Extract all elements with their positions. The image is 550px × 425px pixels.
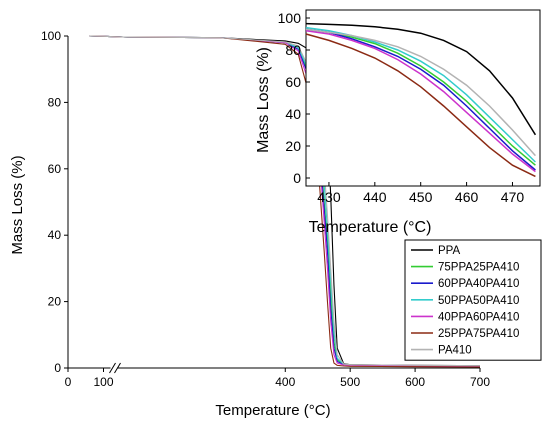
inset-y-tick-label: 60	[285, 74, 301, 90]
inset-x-axis-title: Temperature (°C)	[309, 219, 432, 236]
main-y-tick-label: 20	[48, 295, 62, 309]
legend-entry-label: 40PPA60PA410	[438, 311, 519, 323]
inset-series-line-PA410	[305, 28, 536, 157]
inset-y-tick-label: 40	[285, 106, 301, 122]
main-x-tick-label: 700	[470, 375, 490, 389]
main-x-tick-label: 0	[65, 375, 72, 389]
main-y-tick-label: 0	[54, 361, 61, 375]
inset-series-line-40PPA60PA410	[305, 30, 536, 173]
main-x-tick-label: 500	[340, 375, 360, 389]
axis-break-mark	[114, 362, 121, 374]
inset-y-axis-title: Mass Loss (%)	[255, 47, 272, 153]
inset-series-line-75PPA25PA410	[305, 28, 536, 166]
inset-x-tick-label: 440	[363, 189, 387, 205]
main-y-tick-label: 100	[41, 29, 61, 43]
inset-y-tick-label: 20	[285, 138, 301, 154]
main-y-axis-title: Mass Loss (%)	[9, 155, 26, 254]
inset-series-line-PPA	[305, 22, 537, 136]
main-x-tick-label: 400	[275, 375, 295, 389]
inset-x-tick-label: 430	[317, 189, 341, 205]
main-x-tick-label: 600	[405, 375, 425, 389]
legend-entry-label: 25PPA75PA410	[438, 328, 519, 340]
inset-chart: 0 20 40 60 80 100 430 440 450 460 470 Temperature …	[255, 9, 541, 236]
legend-entry-label: 50PPA50PA410	[438, 295, 519, 307]
inset-y-tick-label: 100	[278, 10, 302, 26]
legend-entry-label: PPA	[438, 245, 460, 257]
inset-x-tick-label: 470	[501, 189, 525, 205]
inset-plot-area	[305, 9, 541, 187]
legend-entry-label: PA410	[438, 345, 472, 357]
main-y-tick-label: 80	[48, 95, 62, 109]
main-y-tick-label: 40	[48, 228, 62, 242]
inset-x-tick-label: 460	[455, 189, 479, 205]
inset-axes: 0 20 40 60 80 100 430 440 450 460 470	[278, 10, 525, 205]
main-x-tick-label: 100	[93, 375, 113, 389]
legend-entry-label: 75PPA25PA410	[438, 262, 519, 274]
inset-series-line-60PPA40PA410	[305, 28, 536, 171]
axis-break-mark	[109, 362, 116, 374]
main-plot-area	[89, 35, 481, 368]
inset-x-tick-label: 450	[409, 189, 433, 205]
legend: PPA 75PPA25PA410 60PPA40PA410 50PPA50PA410 4…	[404, 239, 542, 361]
inset-y-tick-label: 80	[285, 42, 301, 58]
main-x-axis-title: Temperature (°C)	[215, 402, 330, 419]
inset-series-line-25PPA75PA410	[305, 33, 536, 178]
legend-entry-label: 60PPA40PA410	[438, 278, 519, 290]
inset-y-tick-label: 0	[293, 170, 301, 186]
main-y-tick-label: 60	[48, 162, 62, 176]
